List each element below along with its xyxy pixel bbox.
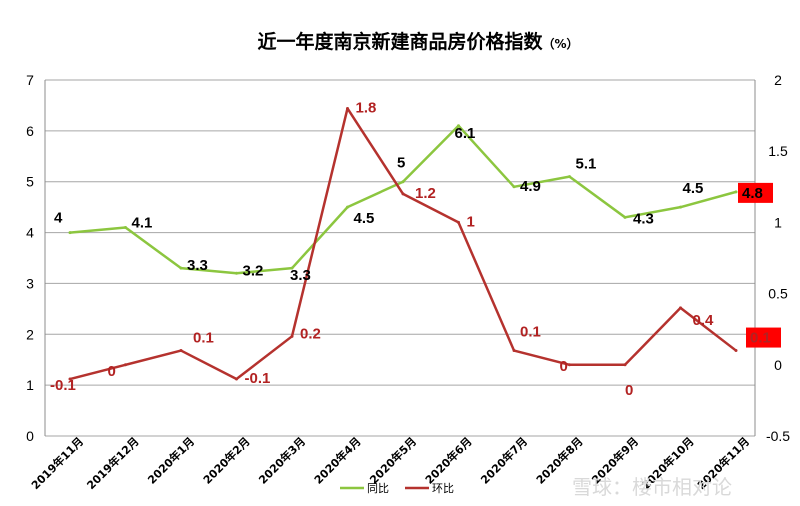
point-yoy (68, 231, 72, 235)
chart-title: 近一年度南京新建商品房价格指数（%） (257, 30, 578, 53)
x-tick-label: 2020年3月 (256, 434, 309, 487)
right-tick-label: 1.5 (768, 143, 788, 159)
data-label-yoy: 3.2 (243, 262, 264, 279)
left-tick-label: 6 (26, 123, 34, 139)
right-tick-label: -0.5 (766, 428, 790, 444)
data-label-mom: 0.1 (520, 324, 541, 341)
left-tick-label: 5 (26, 174, 34, 190)
data-label-yoy: 5 (397, 155, 405, 172)
data-label-mom: 1.8 (356, 99, 377, 116)
data-label-mom: 0 (625, 382, 633, 399)
x-tick-label: 2020年2月 (200, 434, 253, 487)
data-label-yoy: 4.1 (132, 214, 153, 231)
point-yoy (401, 180, 405, 184)
data-label-mom: 1 (467, 213, 475, 230)
point-yoy (457, 124, 460, 128)
right-tick-label: 2 (774, 72, 782, 88)
point-mom (679, 306, 682, 310)
point-yoy (734, 190, 738, 194)
right-tick-label: 0 (774, 357, 782, 373)
point-yoy (679, 205, 682, 209)
point-yoy (568, 175, 571, 179)
x-tick-label: 2020年7月 (478, 434, 531, 487)
right-axis-ticks: -0.5 0 0.5 1 1.5 2 (766, 72, 790, 444)
point-mom (623, 363, 627, 367)
point-mom (401, 192, 405, 196)
data-label-mom: 1.2 (415, 185, 436, 202)
point-mom (346, 106, 349, 110)
data-label-yoy-box (738, 182, 773, 203)
x-tick-label: 2019年12月 (84, 434, 142, 492)
left-tick-label: 0 (26, 428, 34, 444)
point-mom (568, 363, 571, 367)
left-tick-label: 3 (26, 275, 34, 291)
data-label-yoy: 4.3 (633, 210, 654, 227)
x-tick-label: 2020年4月 (311, 434, 364, 487)
point-yoy (124, 225, 127, 229)
point-yoy (623, 215, 627, 219)
point-mom (290, 334, 294, 338)
point-yoy (290, 266, 294, 270)
point-mom (457, 220, 460, 224)
right-tick-label: 1 (774, 214, 782, 230)
point-yoy (346, 205, 349, 209)
x-tick-label: 2020年5月 (367, 434, 420, 487)
point-mom (179, 349, 183, 353)
point-yoy (235, 271, 238, 275)
x-tick-label: 2020年6月 (422, 434, 475, 487)
point-yoy (512, 185, 516, 189)
data-label-yoy: 5.1 (576, 156, 597, 173)
data-label-mom: 0 (560, 358, 568, 375)
chart-title-text: 近一年度南京新建商品房价格指数 (257, 30, 543, 53)
point-mom (235, 377, 238, 381)
data-label-yoy: 4 (54, 210, 63, 227)
legend-label-mom: 环比 (432, 482, 454, 495)
data-label-mom: 0.2 (300, 325, 321, 342)
left-tick-label: 1 (26, 377, 34, 393)
data-label-mom: -0.1 (245, 370, 271, 387)
left-tick-label: 2 (26, 326, 34, 342)
left-tick-label: 4 (26, 225, 34, 241)
data-label-mom: 0.1 (193, 330, 214, 347)
data-label-mom: 0.1 (750, 330, 771, 347)
x-tick-label: 2020年1月 (145, 434, 198, 487)
left-tick-label: 7 (26, 72, 34, 88)
data-label-yoy: 3.3 (290, 267, 311, 284)
data-label-mom: 0.4 (693, 312, 715, 329)
watermark: 雪球：楼市相对论 (572, 475, 732, 499)
data-label-yoy: 4.8 (742, 185, 763, 202)
data-label-mom: -0.1 (50, 377, 76, 394)
gridlines (44, 79, 756, 437)
data-label-mom: 0 (108, 363, 116, 380)
chart-title-unit: （%） (542, 36, 578, 51)
series-line-yoy (69, 124, 737, 275)
series-lines (68, 106, 738, 381)
data-labels: 4 4.1 3.3 3.2 3.3 4.5 5 6.1 4.9 5.1 4.3 4.5 4.8 -0.1 0… (50, 99, 781, 399)
point-yoy (179, 266, 183, 270)
legend-label-yoy: 同比 (367, 482, 389, 495)
left-axis-ticks: 0 1 2 3 4 5 6 7 (26, 72, 34, 444)
data-label-mom-box (746, 327, 781, 348)
data-label-yoy: 4.9 (520, 178, 541, 195)
legend: 同比 环比 (340, 482, 454, 495)
point-mom (512, 349, 516, 353)
data-label-yoy: 6.1 (455, 125, 476, 142)
right-tick-label: 0.5 (768, 286, 788, 302)
data-label-yoy: 4.5 (683, 180, 704, 197)
data-label-yoy: 4.5 (354, 210, 375, 227)
series-line-mom (69, 107, 737, 381)
point-mom (68, 377, 72, 381)
point-mom (734, 349, 738, 353)
point-mom (124, 363, 127, 367)
data-label-yoy: 3.3 (187, 257, 208, 274)
x-tick-label: 2019年11月 (28, 434, 86, 492)
